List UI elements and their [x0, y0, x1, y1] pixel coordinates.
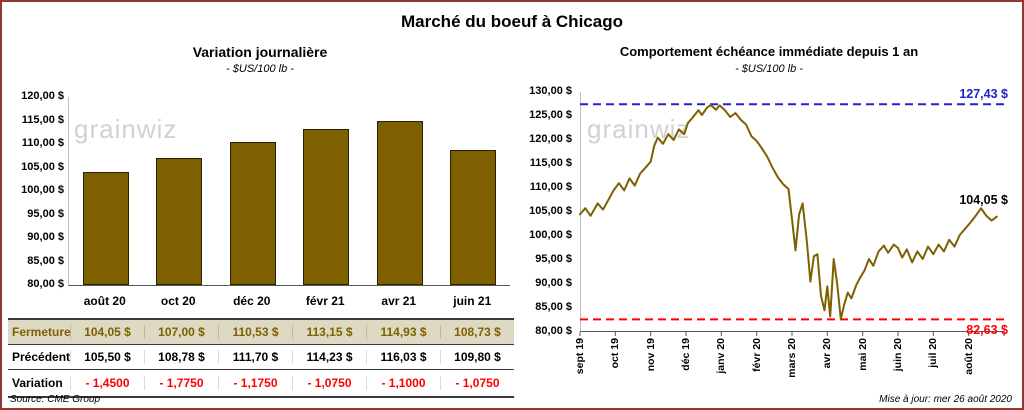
- table-cell: 109,80 $: [440, 350, 514, 364]
- table-cell: - 1,1750: [218, 376, 292, 390]
- table-row-variation: Variation - 1,4500- 1,7750- 1,1750- 1,075…: [8, 370, 514, 398]
- y-axis-tick: 120,00 $: [529, 133, 572, 145]
- table-cell: - 1,0750: [440, 376, 514, 390]
- x-axis-label: juin 20: [892, 338, 904, 372]
- x-axis-label: mai 20: [856, 338, 869, 371]
- y-axis-tick: 90,00 $: [27, 231, 64, 243]
- table-cell: 105,50 $: [70, 350, 144, 364]
- x-axis-label: févr 21: [305, 294, 345, 308]
- table-cell: - 1,4500: [70, 376, 144, 390]
- bar-chart-plot: [68, 97, 510, 286]
- y-axis-tick: 85,00 $: [27, 254, 64, 267]
- x-axis-label: sept 19: [574, 338, 586, 375]
- x-axis-label: août 20: [962, 338, 975, 375]
- y-axis-tick: 120,00 $: [21, 90, 64, 102]
- y-axis-tick: 105,00 $: [529, 205, 572, 217]
- table-cell: 107,00 $: [144, 325, 218, 339]
- x-axis-label: déc 20: [233, 294, 271, 308]
- update-note: Mise à jour: mer 26 août 2020: [879, 394, 1012, 405]
- y-axis-tick: 110,00 $: [21, 137, 64, 149]
- x-axis-label: mars 20: [786, 338, 798, 378]
- bar-déc 20: [229, 141, 276, 285]
- x-axis-label: déc 19: [680, 338, 692, 371]
- y-axis-tick: 80,00 $: [27, 278, 64, 290]
- y-axis-tick: 105,00 $: [21, 160, 64, 173]
- y-axis-tick: 80,00 $: [535, 325, 572, 337]
- table-cell: 108,73 $: [440, 325, 514, 339]
- high-value-label: 127,43 $: [959, 87, 1008, 102]
- x-axis-label: févr 20: [750, 338, 763, 372]
- last-value-label: 104,05 $: [959, 192, 1008, 207]
- x-axis-label: janv 20: [715, 338, 728, 374]
- table-row-fermeture: Fermeture 104,05 $107,00 $110,53 $113,15 …: [8, 318, 514, 345]
- y-axis-tick: 125,00 $: [529, 109, 572, 121]
- table-cell: 114,93 $: [366, 325, 440, 339]
- x-axis-label: oct 20: [160, 294, 196, 308]
- table-cell: - 1,0750: [292, 376, 366, 390]
- y-axis-tick: 115,00 $: [21, 113, 64, 126]
- table-cell: 111,70 $: [218, 350, 292, 364]
- x-axis-label: oct 19: [609, 338, 622, 369]
- bar-chart-subtitle: - $US/100 lb -: [226, 63, 294, 75]
- y-axis-tick: 95,00 $: [535, 253, 572, 265]
- table-cell: - 1,7750: [144, 376, 218, 390]
- x-axis-label: juil 20: [927, 338, 940, 368]
- x-axis-label: juin 21: [453, 294, 492, 308]
- x-axis-label: août 20: [83, 294, 126, 308]
- source-note: Source: CME Group: [10, 394, 101, 405]
- row-label: Fermeture: [12, 325, 71, 339]
- table-cell: 108,78 $: [144, 350, 218, 364]
- x-axis-label: nov 19: [644, 338, 657, 372]
- line-chart-plot: [579, 92, 1005, 336]
- y-axis-tick: 110,00 $: [529, 181, 572, 193]
- x-axis-label: avr 21: [381, 294, 417, 308]
- y-axis-tick: 85,00 $: [535, 301, 572, 313]
- bar-chart-title: Variation journalière: [192, 44, 328, 60]
- y-axis-tick: 95,00 $: [27, 207, 64, 220]
- bar-août 20: [82, 172, 129, 285]
- y-axis-tick: 100,00 $: [21, 184, 64, 196]
- page-title: Marché du boeuf à Chicago: [401, 12, 623, 31]
- y-axis-tick: 130,00 $: [529, 85, 572, 97]
- bar-oct 20: [156, 158, 203, 285]
- line-chart-title: Comportement échéance immédiate depuis 1…: [619, 44, 919, 59]
- table-cell: 110,53 $: [218, 325, 292, 339]
- y-axis-tick: 90,00 $: [535, 277, 572, 289]
- low-value-label: 82,63 $: [966, 323, 1008, 338]
- y-axis-tick: 100,00 $: [529, 229, 572, 241]
- row-label: Variation: [12, 376, 63, 390]
- line-chart-subtitle: - $US/100 lb -: [735, 63, 803, 75]
- table-cell: 104,05 $: [70, 325, 144, 339]
- table-row-precedent: Précédent 105,50 $108,78 $111,70 $114,23 …: [8, 345, 514, 370]
- table-cell: 114,23 $: [292, 350, 366, 364]
- table-cell: 113,15 $: [292, 325, 366, 339]
- bar-avr 21: [376, 120, 423, 285]
- x-axis-label: avr 20: [821, 338, 834, 369]
- price-table: Fermeture 104,05 $107,00 $110,53 $113,15 …: [8, 318, 514, 398]
- grainwiz-watermark: grainwiz: [74, 114, 178, 144]
- row-label: Précédent: [12, 350, 71, 364]
- table-cell: 116,03 $: [366, 350, 440, 364]
- y-axis-tick: 115,00 $: [529, 157, 572, 169]
- bar-juin 21: [450, 150, 497, 285]
- bar-févr 21: [303, 129, 350, 285]
- table-cell: - 1,1000: [366, 376, 440, 390]
